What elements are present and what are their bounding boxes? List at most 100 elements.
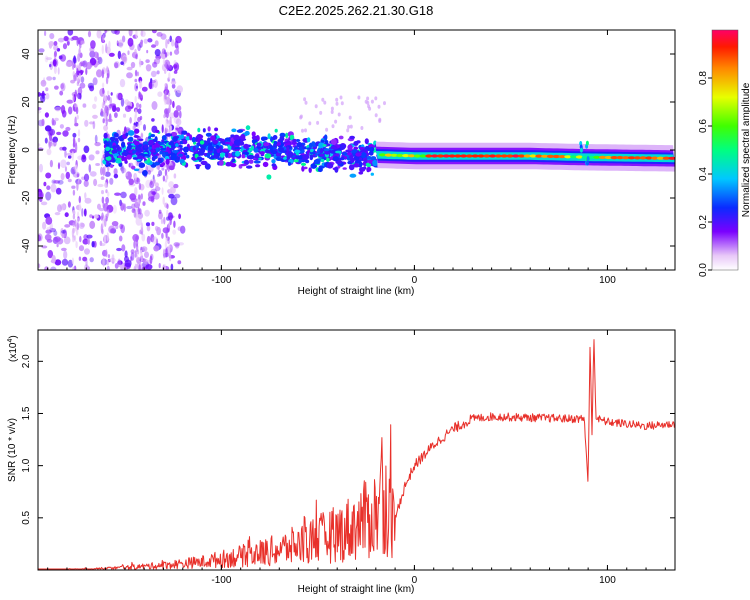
spectrogram-noise-mark (82, 238, 89, 245)
spectrogram-noise-mark (54, 212, 61, 216)
spectrogram-band-mark (296, 141, 303, 148)
spectrogram-noise-mark (169, 189, 172, 194)
spectrogram-band-mark (165, 158, 170, 165)
spectrogram-noise-mark (357, 95, 361, 100)
spectrogram-band-mark (330, 145, 338, 150)
spectrogram-noise-mark (66, 99, 74, 104)
spectrogram-noise-mark (120, 191, 127, 199)
spectrogram-band-mark (214, 127, 219, 132)
spectrogram-noise-mark (102, 202, 105, 209)
spectrogram-noise-mark (178, 213, 182, 220)
spectrogram-noise-mark (39, 163, 43, 173)
spectrogram-noise-mark (179, 110, 182, 119)
spectrogram-noise-mark (76, 180, 79, 191)
spectrogram-band-mark (347, 144, 353, 151)
spectrogram-noise-mark (104, 218, 107, 228)
spectrogram-noise-mark (303, 97, 307, 102)
spectrogram-noise-mark (161, 124, 164, 134)
spectrogram-noise-mark (109, 228, 116, 234)
spectrogram-noise-mark (162, 58, 166, 65)
spectrogram-band-mark (180, 134, 185, 139)
spectrogram-noise-mark (108, 52, 115, 57)
spectrogram-noise-mark (93, 178, 98, 187)
spectrogram-band-mark (264, 153, 272, 159)
spectrogram-band-mark (349, 173, 357, 178)
spectrogram-noise-mark (112, 105, 117, 112)
spectrogram-noise-mark (66, 161, 70, 166)
spectrogram-noise-mark (174, 40, 179, 49)
spectrogram-noise-mark (150, 80, 156, 83)
spectrogram-noise-mark (140, 30, 144, 37)
spectrogram-noise-mark (62, 130, 69, 137)
snr-exponent-base: (x10 (8, 342, 19, 362)
spectrogram-noise-mark (49, 63, 52, 68)
spectrogram-noise-mark (49, 222, 53, 231)
spectrogram-band-mark (197, 156, 201, 160)
spectrogram-noise-mark (88, 164, 92, 173)
spectrogram-band-mark (294, 149, 301, 154)
spectrogram-noise-mark (85, 67, 88, 76)
spectrogram-noise-mark (72, 266, 75, 270)
spectrogram-noise-mark (137, 207, 140, 215)
spectrogram-band-mark (353, 141, 359, 146)
spectrogram-noise-mark (330, 110, 334, 114)
spectrogram-noise-mark (161, 232, 164, 239)
spectrogram-tone-core (442, 154, 450, 158)
spectrogram-noise-mark (135, 216, 142, 226)
spectrogram-noise-mark (151, 101, 158, 110)
spectrogram-noise-mark (161, 48, 166, 55)
spectrogram-noise-mark (38, 48, 45, 53)
spectrogram-noise-mark (75, 241, 78, 249)
snr-y-tick-label: 1.5 (21, 406, 32, 420)
spectrogram-noise-mark (77, 92, 82, 100)
spectrogram-noise-mark (54, 236, 61, 243)
spectrogram-band-mark (320, 139, 325, 143)
spectrogram-noise-mark (163, 216, 166, 225)
spectrogram-noise-mark (134, 250, 137, 258)
spectrogram-noise-mark (94, 134, 98, 144)
spectrogram-noise-mark (79, 82, 86, 89)
spectrogram-noise-mark (116, 107, 121, 112)
spectrogram-band-mark (372, 159, 378, 167)
spectrogram-band-mark (200, 160, 208, 166)
snr-exponent-power: 4 (7, 339, 14, 343)
spectrogram-noise-mark (366, 96, 370, 101)
spectrogram-noise-mark (78, 202, 82, 212)
spectrogram-noise-mark (85, 258, 88, 267)
spectrogram-band-mark (154, 129, 160, 133)
spectrogram-tone-core (500, 154, 508, 158)
spectrogram-noise-mark (154, 40, 159, 47)
spectrogram-band-mark (251, 131, 256, 137)
spectrogram-noise-mark (100, 108, 104, 115)
spectrogram-band-mark (221, 141, 227, 146)
spectrogram-noise-mark (59, 124, 64, 129)
spectrogram-noise-mark (169, 217, 172, 226)
spectrogram-noise-mark (92, 114, 98, 119)
spectrogram-noise-mark (149, 181, 155, 189)
spectrogram-band-mark (250, 148, 253, 151)
spectrogram-band-mark (121, 151, 129, 156)
spectrogram-tone-core (610, 156, 618, 160)
spectrogram-tone-core (402, 154, 410, 158)
spectrogram-noise-mark (334, 119, 338, 124)
spectrogram-noise-mark (170, 39, 175, 47)
svg-text:(x104): (x104) (7, 335, 19, 362)
spectrogram-band-mark (295, 152, 299, 156)
spectrogram-band-mark (272, 136, 276, 140)
spectrogram-noise-mark (82, 103, 87, 108)
spectrogram-band-mark (278, 146, 284, 153)
spectrogram-noise-mark (125, 171, 132, 180)
spectrogram-tone-core (436, 154, 445, 158)
spectrogram-noise-mark (166, 203, 169, 209)
spectrogram-band-mark (245, 125, 251, 131)
spectrogram-noise-mark (116, 92, 122, 100)
spectrogram-noise-mark (114, 192, 121, 196)
spectrogram-band-mark (148, 139, 154, 146)
spectrogram-band-mark (271, 159, 276, 164)
spectrogram-noise-mark (321, 97, 325, 102)
spectrogram-noise-mark (143, 38, 148, 44)
spectrogram-noise-mark (124, 259, 132, 268)
spectrogram-noise-mark (48, 41, 55, 47)
spectrogram-y-tick-label: -40 (21, 238, 32, 253)
spectrogram-noise-mark (45, 229, 52, 234)
